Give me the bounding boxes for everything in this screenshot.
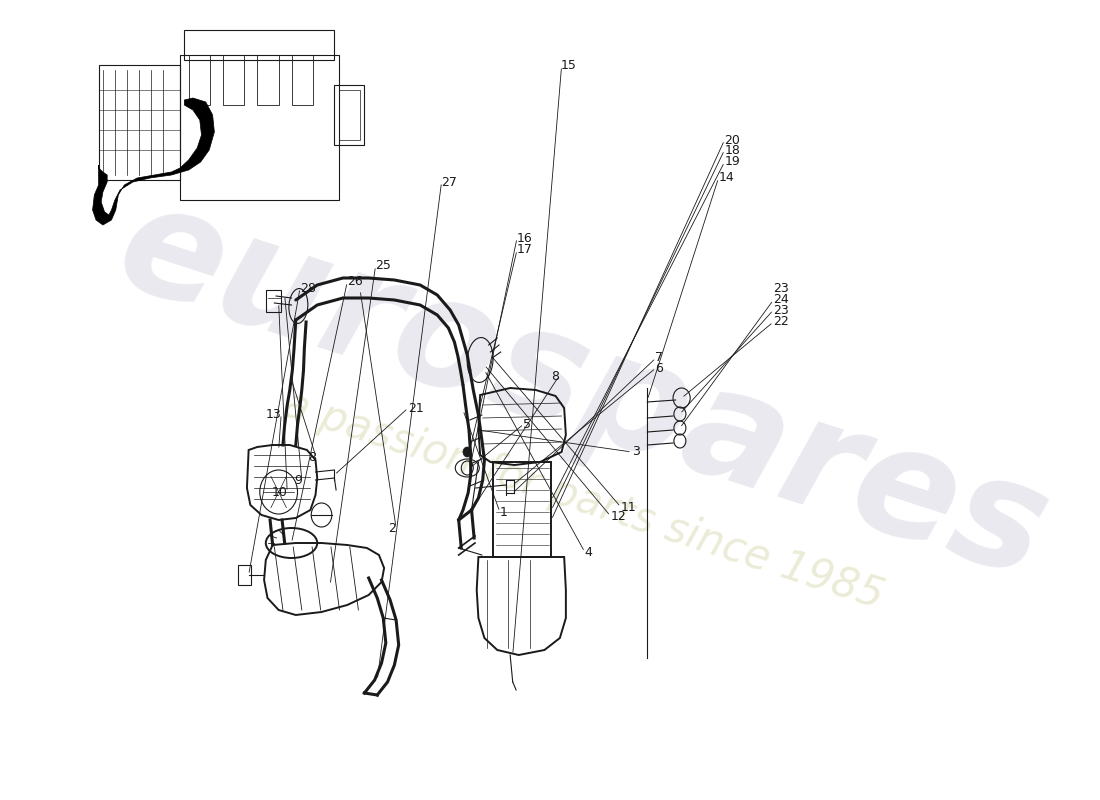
Bar	[257, 55, 278, 105]
Text: 22: 22	[773, 315, 789, 328]
Bar	[292, 55, 312, 105]
Bar	[339, 90, 360, 140]
Text: 18: 18	[724, 144, 740, 157]
Text: 9: 9	[294, 474, 301, 486]
Text: 2: 2	[388, 522, 396, 534]
Text: 25: 25	[375, 259, 392, 272]
Text: 26: 26	[348, 275, 363, 288]
Text: 3: 3	[631, 446, 640, 458]
Bar	[223, 55, 244, 105]
Text: 1: 1	[499, 506, 508, 518]
Text: 19: 19	[724, 155, 740, 168]
Text: eurospares: eurospares	[100, 170, 1066, 610]
Text: 8: 8	[551, 370, 559, 382]
Text: 6: 6	[656, 362, 663, 374]
Text: 21: 21	[408, 402, 425, 414]
Text: 4: 4	[585, 546, 593, 558]
Text: 17: 17	[517, 243, 532, 256]
Text: 14: 14	[718, 171, 735, 184]
Text: 11: 11	[620, 501, 636, 514]
Text: 28: 28	[300, 282, 316, 294]
Text: 13: 13	[265, 408, 280, 421]
Bar	[239, 565, 251, 585]
Bar	[334, 85, 364, 145]
Bar	[180, 55, 339, 200]
Text: 12: 12	[610, 510, 626, 522]
Bar	[99, 65, 180, 180]
Bar	[493, 462, 551, 557]
Text: 23: 23	[773, 282, 789, 294]
Text: 7: 7	[656, 351, 663, 364]
Circle shape	[463, 447, 472, 457]
Bar	[266, 290, 282, 312]
Text: 23: 23	[773, 304, 789, 317]
Text: 15: 15	[561, 59, 578, 72]
Bar	[188, 55, 210, 105]
Text: 27: 27	[441, 176, 458, 189]
Text: a passion for parts since 1985: a passion for parts since 1985	[277, 383, 889, 617]
Polygon shape	[92, 98, 214, 225]
Text: 8: 8	[308, 451, 316, 464]
Text: 16: 16	[517, 232, 532, 245]
Text: 24: 24	[773, 293, 789, 306]
Text: 10: 10	[272, 486, 288, 498]
Text: 5: 5	[524, 418, 531, 430]
Text: 20: 20	[724, 134, 740, 146]
Bar	[185, 30, 334, 60]
